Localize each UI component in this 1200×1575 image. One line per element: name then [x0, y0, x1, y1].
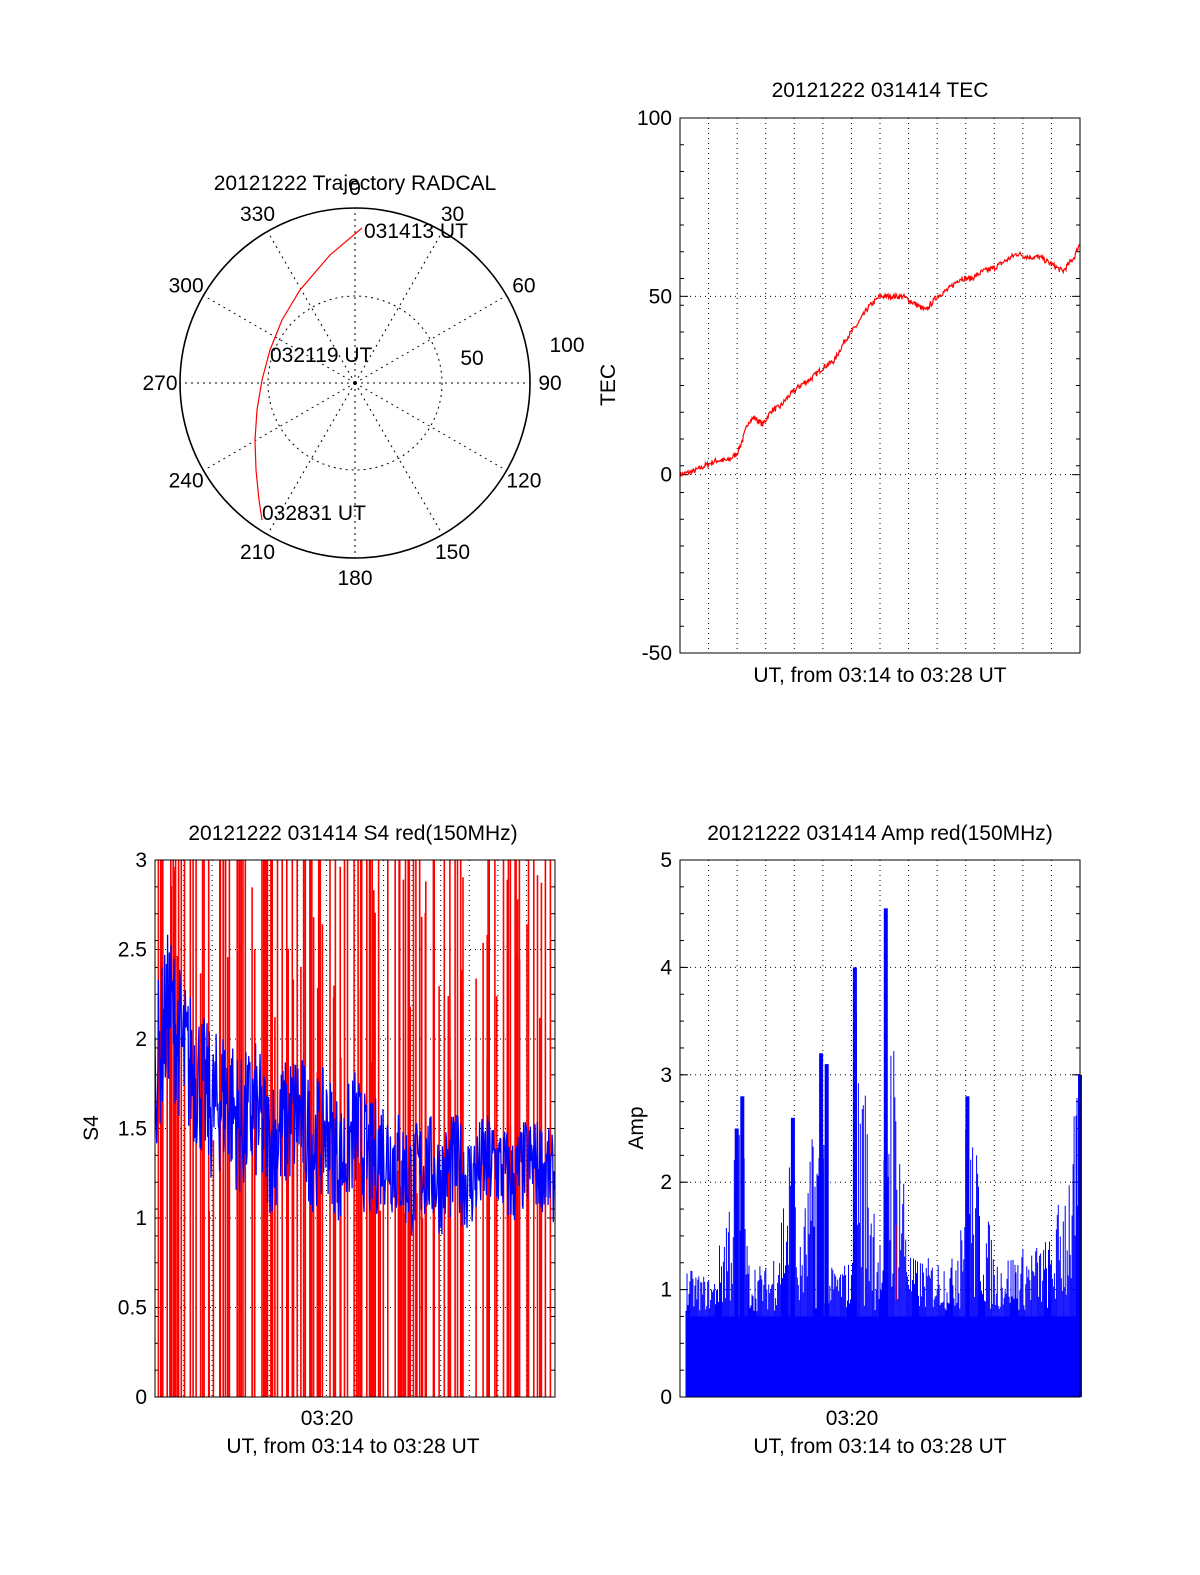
amp-spike	[883, 908, 888, 1397]
y-tick-label: 0	[135, 1386, 147, 1409]
s4-blue-series-line	[154, 934, 556, 1236]
polar-angle-label: 120	[506, 470, 541, 493]
y-tick-label: 1	[660, 1279, 672, 1302]
s4-y-tick-labels: 0 0.5 1 1.5 2 2.5 3	[118, 849, 147, 1409]
amp-spike	[824, 1064, 829, 1397]
polar-spoke	[267, 231, 356, 384]
tec-y-axis-label: TEC	[597, 364, 620, 406]
y-tick-label: 100	[637, 107, 672, 130]
trajectory-line	[254, 227, 363, 521]
polar-spoke	[354, 295, 507, 384]
y-tick-label: -50	[642, 642, 672, 665]
polar-radius-labels: 50 100	[460, 334, 584, 370]
tec-y-tick-labels: -50 0 50 100	[637, 107, 672, 665]
s4-x-tick-label: 03:20	[301, 1407, 354, 1430]
s4-title: 20121222 031414 S4 red(150MHz)	[188, 822, 517, 845]
amp-spike	[740, 1096, 745, 1397]
tec-x-axis-label: UT, from 03:14 to 03:28 UT	[753, 664, 1006, 687]
s4-plot-frame	[154, 859, 556, 1398]
polar-spoke	[354, 382, 443, 535]
polar-radius-label: 100	[549, 334, 584, 357]
y-tick-label: 0.5	[118, 1297, 147, 1320]
polar-spoke	[203, 295, 356, 384]
polar-grid	[179, 207, 531, 559]
polar-angle-label: 150	[435, 541, 470, 564]
polar-title: 20121222 Trajectory RADCAL	[214, 172, 497, 195]
y-tick-label: 1.5	[118, 1118, 147, 1141]
polar-angle-labels: 0 30 60 90 120 150 180 210 240 270 300 330	[142, 177, 561, 590]
polar-angle-label: 180	[337, 567, 372, 590]
amp-spike	[790, 1117, 795, 1397]
amp-x-tick-label: 03:20	[826, 1407, 879, 1430]
y-tick-label: 1	[135, 1207, 147, 1230]
polar-angle-label: 240	[169, 470, 204, 493]
y-tick-label: 2.5	[118, 939, 147, 962]
amp-spike	[965, 1096, 970, 1397]
polar-inner-circle	[267, 295, 443, 471]
amp-y-axis-label: Amp	[625, 1106, 648, 1149]
s4-panel: 20121222 031414 S4 red(150MHz) 0 0.5 1 1.5 2…	[80, 822, 556, 1458]
trajectory-start-label: 031413 UT	[364, 220, 468, 243]
y-tick-label: 0	[660, 1386, 672, 1409]
amp-spike	[819, 1053, 824, 1397]
s4-y-axis-label: S4	[80, 1115, 103, 1141]
y-tick-label: 4	[660, 956, 672, 979]
polar-panel: 20121222 Trajectory RADCAL 0 30 60 90 120 150…	[142, 172, 584, 590]
y-tick-label: 2	[135, 1028, 147, 1051]
y-tick-label: 3	[135, 849, 147, 872]
polar-spoke	[203, 382, 356, 471]
y-tick-label: 3	[660, 1064, 672, 1087]
tec-panel: 20121222 031414 TEC -50 0 50 100 UT, from 0…	[597, 79, 1081, 687]
tec-title: 20121222 031414 TEC	[772, 79, 989, 102]
polar-angle-label: 270	[142, 372, 177, 395]
trajectory-mid-label: 032119 UT	[270, 344, 373, 367]
y-tick-label: 5	[660, 849, 672, 872]
polar-angle-label: 30	[441, 203, 464, 226]
s4-x-axis-label: UT, from 03:14 to 03:28 UT	[226, 1435, 479, 1458]
polar-angle-label: 60	[512, 275, 535, 298]
polar-angle-label: 300	[169, 275, 204, 298]
polar-angle-label: 90	[538, 372, 561, 395]
amp-spike	[852, 967, 857, 1397]
amp-blue-bars	[685, 908, 1082, 1397]
y-tick-label: 50	[649, 285, 672, 308]
polar-spoke	[354, 231, 443, 384]
tec-series-line	[679, 243, 1081, 478]
polar-spoke	[354, 382, 507, 471]
y-tick-label: 0	[660, 464, 672, 487]
amp-x-axis-label: UT, from 03:14 to 03:28 UT	[753, 1435, 1006, 1458]
polar-angle-label: 0	[349, 177, 361, 200]
amp-plot-frame	[679, 859, 1081, 1398]
polar-angle-label: 330	[240, 203, 275, 226]
amp-spike	[734, 1128, 739, 1397]
polar-angle-label: 210	[240, 541, 275, 564]
amp-title: 20121222 031414 Amp red(150MHz)	[707, 822, 1053, 845]
tec-grid	[680, 117, 1080, 654]
polar-radius-label: 50	[460, 347, 483, 370]
tec-plot-frame	[679, 117, 1081, 654]
amp-panel: 20121222 031414 Amp red(150MHz) 0 1 2 3 4 5 0…	[625, 822, 1082, 1458]
amp-y-tick-labels: 0 1 2 3 4 5	[660, 849, 672, 1409]
y-tick-label: 2	[660, 1171, 672, 1194]
trajectory-end-label: 032831 UT	[262, 502, 366, 525]
polar-spoke	[267, 382, 356, 535]
